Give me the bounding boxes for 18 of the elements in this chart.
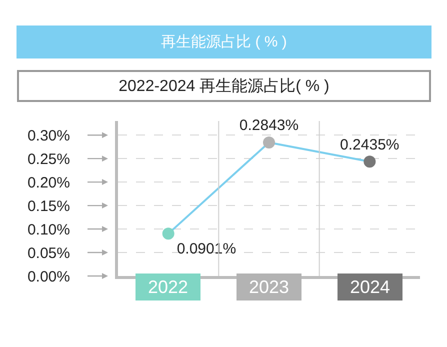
y-tick-label: 0.20%	[27, 174, 70, 192]
data-label: 0.2435%	[340, 136, 400, 154]
data-label: 0.0901%	[176, 240, 236, 258]
data-label: 0.2843%	[239, 117, 299, 134]
x-tick-label: 2023	[248, 277, 290, 297]
chart-subtitle: 2022-2024 再生能源占比( % )	[118, 77, 330, 95]
y-tick-label: 0.00%	[27, 268, 70, 286]
point	[263, 136, 275, 148]
y-tick-label: 0.25%	[27, 150, 70, 168]
point	[162, 228, 174, 240]
x-tick-label: 2024	[350, 277, 390, 297]
y-tick-label: 0.10%	[27, 221, 70, 238]
point	[364, 156, 376, 168]
y-tick-label: 0.05%	[27, 244, 70, 262]
x-tick-label: 2022	[148, 277, 188, 297]
y-tick-label: 0.15%	[27, 198, 70, 215]
y-tick-label: 0.30%	[27, 127, 70, 144]
chart-title: 再生能源占比 ( % )	[161, 34, 287, 50]
